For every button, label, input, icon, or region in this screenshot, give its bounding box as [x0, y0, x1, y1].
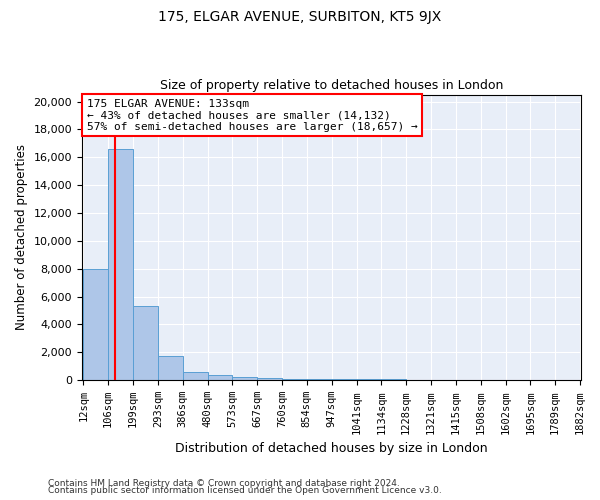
- Bar: [108, 149, 133, 380]
- Bar: [307, 379, 332, 380]
- Bar: [83, 268, 108, 380]
- Bar: [182, 372, 208, 380]
- Title: Size of property relative to detached houses in London: Size of property relative to detached ho…: [160, 79, 503, 92]
- Bar: [257, 378, 282, 380]
- Bar: [282, 378, 307, 380]
- Text: Contains HM Land Registry data © Crown copyright and database right 2024.: Contains HM Land Registry data © Crown c…: [48, 478, 400, 488]
- Text: 175, ELGAR AVENUE, SURBITON, KT5 9JX: 175, ELGAR AVENUE, SURBITON, KT5 9JX: [158, 10, 442, 24]
- Bar: [208, 375, 232, 380]
- Bar: [133, 306, 158, 380]
- Bar: [232, 377, 257, 380]
- Bar: [332, 379, 356, 380]
- Text: Contains public sector information licensed under the Open Government Licence v3: Contains public sector information licen…: [48, 486, 442, 495]
- Bar: [158, 356, 182, 380]
- Y-axis label: Number of detached properties: Number of detached properties: [15, 144, 28, 330]
- X-axis label: Distribution of detached houses by size in London: Distribution of detached houses by size …: [175, 442, 488, 455]
- Text: 175 ELGAR AVENUE: 133sqm
← 43% of detached houses are smaller (14,132)
57% of se: 175 ELGAR AVENUE: 133sqm ← 43% of detach…: [87, 99, 418, 132]
